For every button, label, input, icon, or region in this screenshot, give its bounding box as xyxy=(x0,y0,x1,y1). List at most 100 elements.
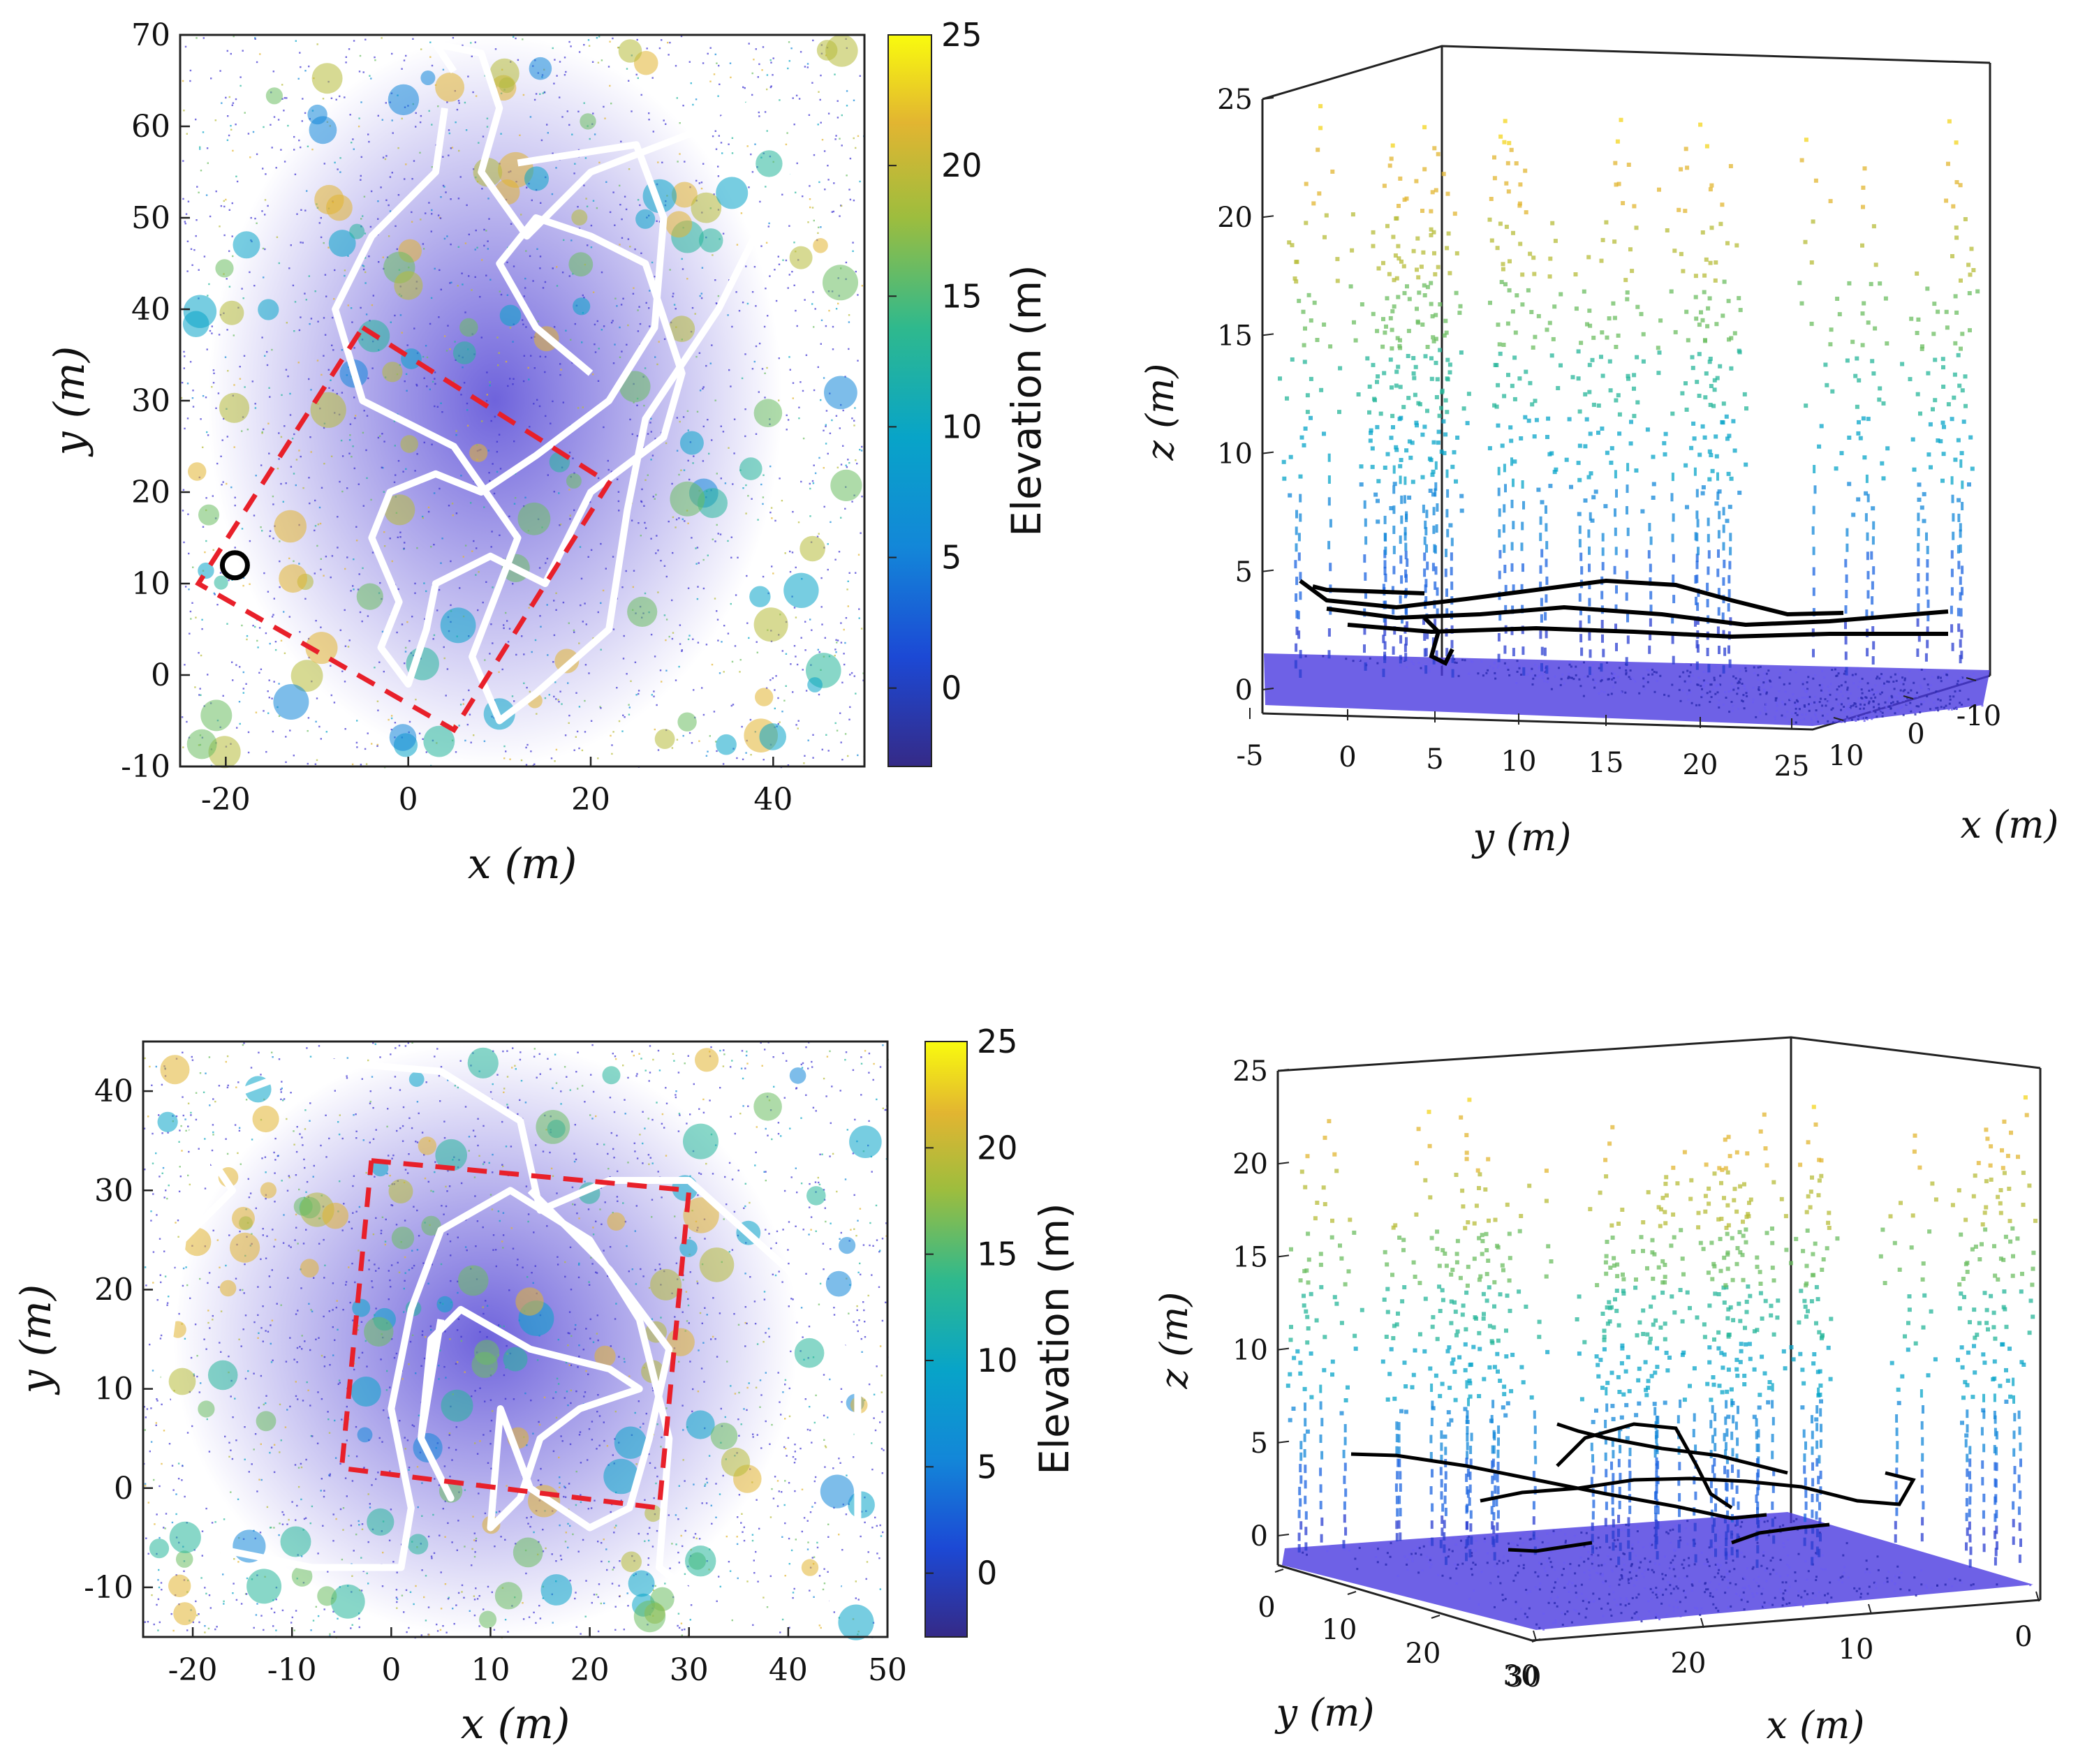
tl-cloud-point xyxy=(202,446,204,448)
tl-cloud-point xyxy=(795,655,797,658)
tl-cloud-point xyxy=(422,515,424,518)
tl-tree-crown xyxy=(789,246,813,269)
tr-ground-point xyxy=(1863,704,1866,706)
tl-cloud-point xyxy=(748,43,750,45)
tl-cloud-point xyxy=(671,482,673,485)
tl-cloud-point xyxy=(223,200,225,202)
bl-cloud-point xyxy=(881,1411,883,1413)
tr-tree-point xyxy=(1663,452,1667,457)
tr-ground-point xyxy=(1916,691,1918,694)
bl-cloud-point xyxy=(830,1122,832,1125)
tl-cloud-point xyxy=(183,541,185,544)
bl-cloud-point xyxy=(159,1485,161,1488)
tr-ground-point xyxy=(1860,718,1863,720)
bl-cloud-point xyxy=(752,1436,754,1438)
tl-cloud-point xyxy=(668,54,670,56)
bl-cloud-point xyxy=(473,1176,476,1178)
bl-cloud-point xyxy=(580,1501,582,1504)
tr-ground-point xyxy=(1737,687,1739,690)
tl-cloud-point xyxy=(795,191,797,193)
tr-tree-point xyxy=(1713,278,1718,283)
tl-cloud-point xyxy=(750,754,752,756)
tl-tree-crown xyxy=(384,494,415,526)
tr-ground-point xyxy=(1899,689,1902,692)
tl-cloud-point xyxy=(441,538,443,540)
tr-tree-point xyxy=(1539,533,1542,542)
tr-tree-point xyxy=(1971,268,1976,272)
tr-tree-point xyxy=(1737,490,1742,495)
bl-cloud-point xyxy=(403,1287,405,1290)
tl-cloud-point xyxy=(834,648,837,651)
tr-tree-point xyxy=(1399,595,1402,604)
bl-cloud-point xyxy=(770,1247,772,1250)
tl-cloud-point xyxy=(419,121,422,124)
tr-y-tick-label: 5 xyxy=(1426,743,1443,776)
tr-ground-point xyxy=(1586,675,1589,678)
tl-cloud-point xyxy=(273,681,275,683)
tl-cloud-point xyxy=(695,355,698,358)
tr-tree-point xyxy=(1294,279,1299,284)
tr-ground-point xyxy=(1807,676,1810,679)
tl-cloud-point xyxy=(552,267,554,269)
bl-cloud-point xyxy=(323,1490,325,1492)
tr-tree-point xyxy=(1811,219,1815,224)
tr-ground-point xyxy=(1730,690,1732,692)
tr-tree-point xyxy=(1436,587,1439,596)
tr-tree-point xyxy=(1437,413,1442,418)
tl-tree-crown xyxy=(349,223,365,239)
tl-cloud-point xyxy=(309,323,311,325)
tl-cloud-point xyxy=(798,406,800,408)
tr-tree-point xyxy=(1389,436,1394,440)
tl-cloud-point xyxy=(804,66,806,68)
tl-tree-crown xyxy=(258,299,279,320)
tr-tree-point xyxy=(1696,519,1700,528)
tr-tree-point xyxy=(1873,326,1878,331)
tr-ground-point xyxy=(1531,683,1534,685)
tr-ground-point xyxy=(1571,676,1573,679)
tl-cloud-point xyxy=(624,716,626,718)
tl-cloud-point xyxy=(240,84,242,87)
bl-cloud-point xyxy=(279,1403,281,1406)
tl-cloud-point xyxy=(323,163,325,165)
bl-cloud-point xyxy=(372,1138,375,1140)
tl-cloud-point xyxy=(788,356,790,358)
tr-tree-point xyxy=(1512,355,1517,360)
tl-tree-crown xyxy=(394,271,423,300)
tl-cloud-point xyxy=(289,729,291,732)
tr-ground-point xyxy=(1887,681,1890,683)
bl-cloud-point xyxy=(584,1180,586,1183)
tl-cloud-point xyxy=(568,275,570,277)
tl-cloud-point xyxy=(485,400,488,402)
bl-cloud-point xyxy=(490,1467,492,1469)
tr-tree-point xyxy=(1588,581,1591,590)
tr-tree-point xyxy=(1725,436,1730,441)
tr-ground-point xyxy=(1815,718,1818,720)
bl-cloud-point xyxy=(710,1504,712,1506)
tl-cloud-point xyxy=(739,659,742,661)
tr-ground-point xyxy=(1794,702,1797,704)
tr-ground-point xyxy=(1917,705,1920,708)
tr-ground-point xyxy=(1422,668,1425,671)
tl-cloud-point xyxy=(509,758,511,760)
tl-cloud-point xyxy=(561,703,563,705)
tr-tree-point xyxy=(1322,235,1327,239)
tr-tree-point xyxy=(1684,407,1689,412)
tr-tree-point xyxy=(1459,350,1464,355)
tl-cloud-point xyxy=(750,153,752,156)
tl-cloud-point xyxy=(377,200,379,202)
tl-cloud-point xyxy=(308,477,310,479)
tl-tree-crown xyxy=(635,209,656,229)
tr-tree-point xyxy=(1946,402,1951,407)
tr-tree-point xyxy=(1960,388,1965,393)
tr-tree-point xyxy=(1593,489,1598,494)
tl-cloud-point xyxy=(573,749,575,751)
tr-tree-point xyxy=(1375,424,1380,429)
tr-tree-point xyxy=(1717,588,1720,597)
tr-ground-point xyxy=(1868,700,1871,703)
bl-cloud-point xyxy=(471,1548,473,1550)
tl-cloud-point xyxy=(231,202,233,205)
tl-cloud-point xyxy=(611,753,613,755)
tl-cloud-point xyxy=(722,431,725,433)
tl-cloud-point xyxy=(555,592,557,594)
